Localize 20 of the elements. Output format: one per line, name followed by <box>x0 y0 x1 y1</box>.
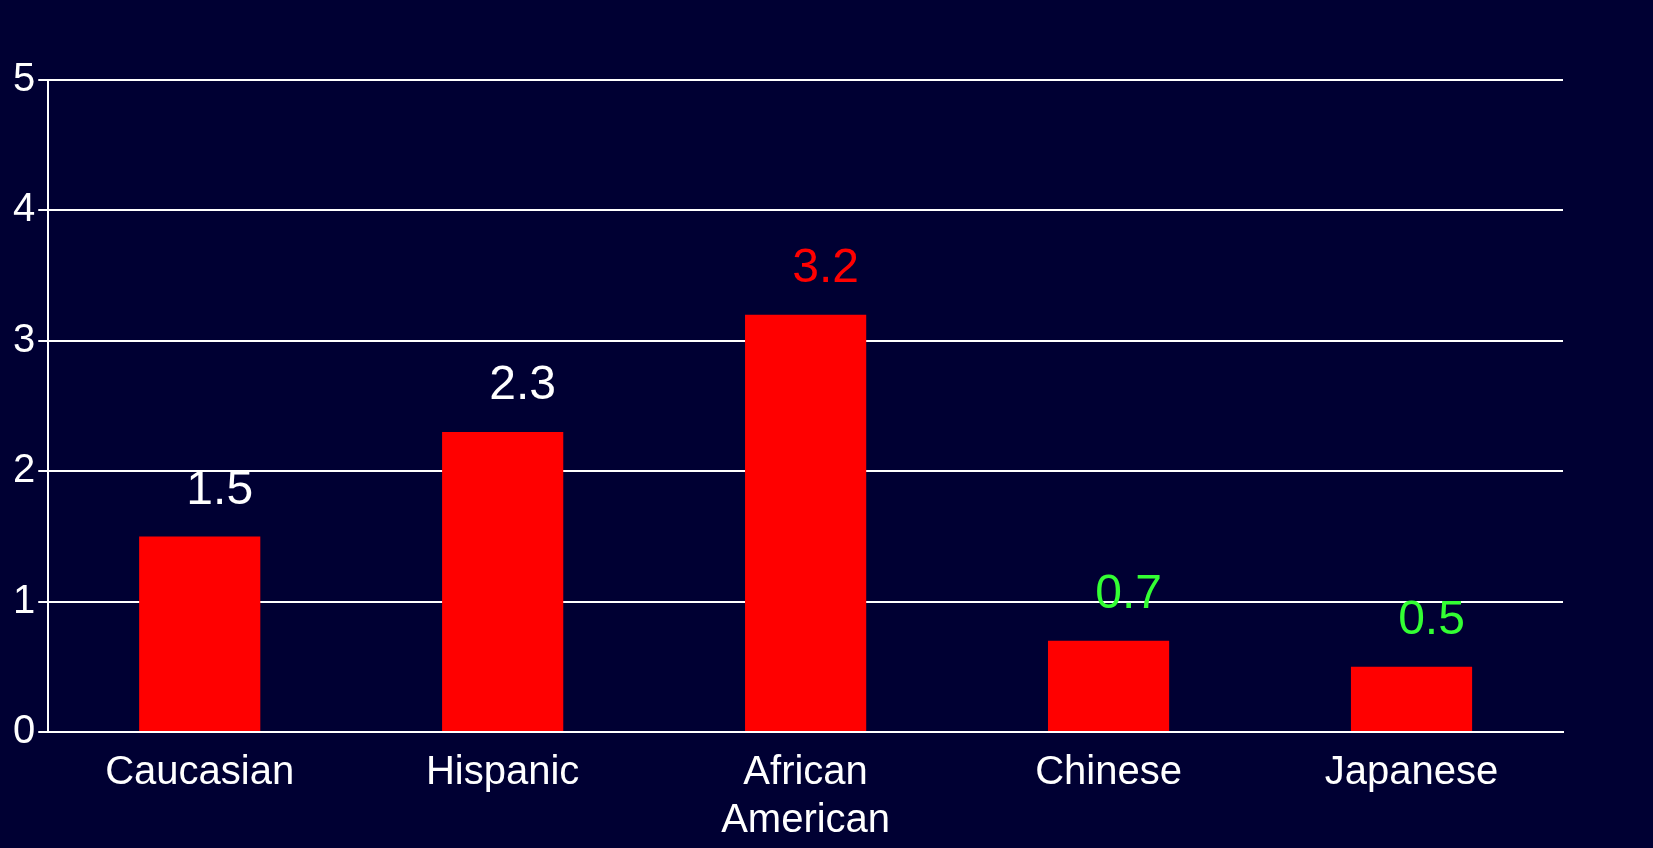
y-tick-label: 0 <box>13 707 36 752</box>
y-tick-label: 3 <box>13 315 36 360</box>
x-tick-label: Chinese <box>1035 748 1182 793</box>
bar <box>1350 666 1473 731</box>
y-tick-label: 2 <box>13 446 36 491</box>
y-tick-label: 1 <box>13 576 36 621</box>
data-label: 3.2 <box>792 238 859 292</box>
x-tick-label: African American <box>721 748 891 841</box>
x-tick-label: Caucasian <box>105 748 295 793</box>
data-label: 1.5 <box>186 460 254 514</box>
bar <box>442 432 564 731</box>
y-tick-label: 4 <box>13 185 36 230</box>
bar <box>139 536 261 731</box>
bar <box>745 314 867 731</box>
y-tick-label: 5 <box>13 55 36 100</box>
x-tick-label: Hispanic <box>425 748 580 793</box>
data-label: 0.5 <box>1398 591 1465 645</box>
bar <box>1047 640 1170 731</box>
data-label: 2.3 <box>489 356 557 410</box>
x-tick-label: Japanese <box>1324 748 1499 793</box>
